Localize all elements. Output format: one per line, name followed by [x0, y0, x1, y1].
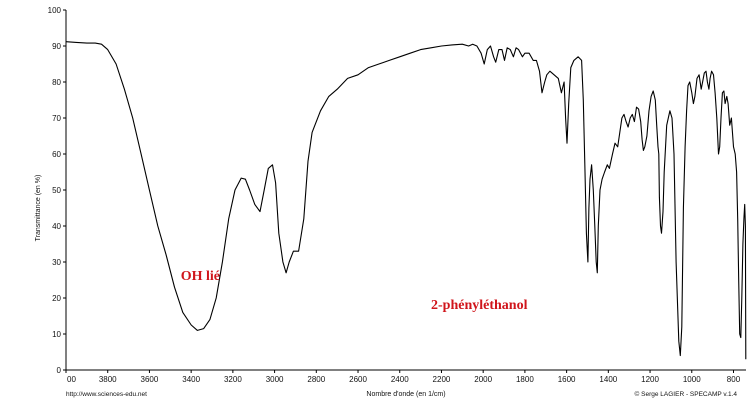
- x-tick-label: 1000: [683, 375, 701, 384]
- y-tick-label: 60: [52, 150, 61, 159]
- x-tick-label: 800: [727, 375, 741, 384]
- y-tick-label: 70: [52, 114, 61, 123]
- y-tick-label: 0: [57, 366, 62, 375]
- series-layer: [65, 41, 747, 360]
- y-tick-label: 50: [52, 186, 61, 195]
- annotation-label: OH lié: [181, 269, 220, 284]
- y-tick-label: 40: [52, 222, 61, 231]
- annotations-layer: OH lié 2-phényléthanol: [181, 269, 528, 313]
- y-tick-label: 100: [48, 6, 62, 15]
- x-tick-label: 1800: [516, 375, 534, 384]
- x-tick-label: 2200: [433, 375, 451, 384]
- y-axis-ticks: 0 10 20 30 40 50 60 70 80 90 100: [48, 6, 66, 375]
- x-tick-label: 3000: [266, 375, 284, 384]
- x-tick-label: 2000: [474, 375, 492, 384]
- y-tick-label: 30: [52, 258, 61, 267]
- footer-credit: © Serge LAGIER - SPECAMP v.1.4: [635, 390, 738, 398]
- x-axis-ticks: 00 3800 3600 3400 3200 3000 2800 2600 2400 2200 20…: [65, 370, 741, 384]
- x-tick-label: 2400: [391, 375, 409, 384]
- footer-website: http://www.sciences-edu.net: [66, 391, 147, 398]
- x-tick-label: 00: [67, 375, 76, 384]
- transmittance-line: [65, 41, 747, 360]
- y-tick-label: 20: [52, 294, 61, 303]
- x-axis-title: Nombre d'onde (en 1/cm): [366, 391, 445, 398]
- x-tick-label: 3200: [224, 375, 242, 384]
- y-axis-title: Transmittance (en %): [35, 175, 42, 242]
- annotation-label: 2-phényléthanol: [431, 298, 528, 313]
- x-tick-label: 3800: [99, 375, 117, 384]
- x-tick-label: 3600: [141, 375, 159, 384]
- x-tick-label: 1200: [641, 375, 659, 384]
- y-tick-label: 80: [52, 78, 61, 87]
- x-tick-label: 1400: [599, 375, 617, 384]
- x-tick-label: 2800: [307, 375, 325, 384]
- x-tick-label: 1600: [558, 375, 576, 384]
- x-tick-label: 3400: [182, 375, 200, 384]
- x-tick-label: 2600: [349, 375, 367, 384]
- plot-frame: [65, 10, 746, 371]
- y-tick-label: 10: [52, 330, 61, 339]
- y-tick-label: 90: [52, 42, 61, 51]
